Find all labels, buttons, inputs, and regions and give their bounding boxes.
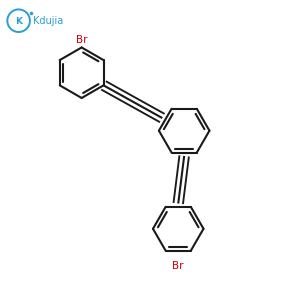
Text: Br: Br [76,35,87,45]
Text: Kdujia: Kdujia [34,16,64,26]
Text: Br: Br [172,262,184,272]
Text: K: K [15,16,22,26]
